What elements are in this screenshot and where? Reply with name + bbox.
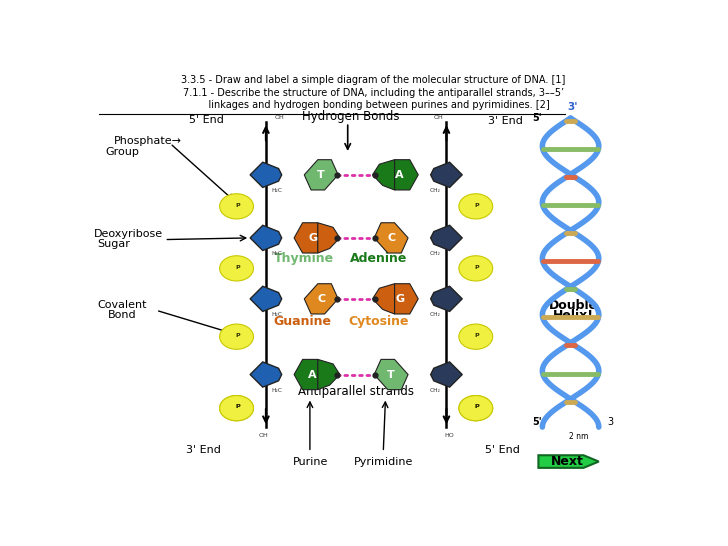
Polygon shape — [318, 359, 340, 390]
Text: P: P — [475, 405, 479, 410]
Polygon shape — [250, 286, 282, 311]
Text: 3' End: 3' End — [186, 445, 221, 455]
Polygon shape — [373, 284, 395, 314]
Text: 3.3.5 - Draw and label a simple diagram of the molecular structure of DNA. [1]: 3.3.5 - Draw and label a simple diagram … — [181, 75, 565, 85]
Text: CH₂: CH₂ — [430, 188, 441, 193]
Polygon shape — [294, 359, 318, 390]
Polygon shape — [374, 223, 408, 253]
Text: Deoxyribose: Deoxyribose — [94, 229, 163, 239]
Circle shape — [220, 395, 253, 421]
Polygon shape — [374, 359, 408, 390]
Polygon shape — [395, 284, 419, 314]
Text: Bond: Bond — [108, 310, 136, 320]
Text: P: P — [475, 265, 479, 270]
Text: P: P — [235, 265, 240, 270]
Text: Thymine: Thymine — [274, 252, 334, 265]
Text: Next: Next — [551, 455, 584, 468]
Text: C: C — [387, 233, 395, 243]
Text: CH₂: CH₂ — [430, 312, 441, 317]
Text: P: P — [235, 203, 240, 207]
Text: 3': 3' — [568, 102, 578, 112]
Polygon shape — [431, 286, 462, 311]
Text: P: P — [235, 405, 240, 410]
Text: Purine: Purine — [293, 456, 329, 466]
Polygon shape — [431, 362, 462, 387]
Text: 5' End: 5' End — [486, 445, 521, 455]
Text: Group: Group — [105, 147, 139, 157]
Polygon shape — [250, 362, 282, 387]
Polygon shape — [373, 159, 395, 190]
Text: Phosphate→: Phosphate→ — [114, 136, 181, 146]
Text: H₂C: H₂C — [272, 251, 282, 257]
Polygon shape — [304, 159, 338, 190]
Text: 5': 5' — [532, 113, 542, 123]
Text: T: T — [387, 370, 395, 379]
Text: 3: 3 — [607, 417, 613, 427]
Text: linkages and hydrogen bonding between purines and pyrimidines. [2]: linkages and hydrogen bonding between pu… — [197, 100, 550, 110]
Text: 3' End: 3' End — [488, 116, 523, 126]
Text: G: G — [308, 233, 317, 243]
Polygon shape — [431, 225, 462, 251]
Text: OH: OH — [274, 115, 284, 120]
Text: H₂C: H₂C — [272, 312, 282, 317]
Text: T: T — [317, 170, 325, 180]
Circle shape — [220, 324, 253, 349]
Polygon shape — [250, 162, 282, 187]
Polygon shape — [395, 159, 419, 190]
Text: A: A — [309, 370, 317, 379]
Text: Guanine: Guanine — [274, 314, 331, 328]
Polygon shape — [250, 225, 282, 251]
Text: 5' End: 5' End — [189, 115, 224, 125]
Text: CH₂: CH₂ — [430, 388, 441, 393]
Text: Cytosine: Cytosine — [349, 314, 409, 328]
Polygon shape — [304, 284, 338, 314]
Circle shape — [459, 256, 493, 281]
Text: CH₂: CH₂ — [430, 251, 441, 257]
Text: Double: Double — [549, 299, 598, 312]
Text: Adenine: Adenine — [350, 252, 408, 265]
Circle shape — [459, 194, 493, 219]
Text: Sugar: Sugar — [97, 239, 130, 249]
Text: P: P — [475, 333, 479, 338]
Polygon shape — [318, 223, 340, 253]
Text: HO: HO — [444, 434, 454, 438]
Circle shape — [459, 395, 493, 421]
Text: Hydrogen Bonds: Hydrogen Bonds — [302, 110, 399, 123]
Text: A: A — [395, 170, 404, 180]
Polygon shape — [539, 455, 598, 468]
Circle shape — [220, 256, 253, 281]
Polygon shape — [431, 162, 462, 187]
Text: Pyrimidine: Pyrimidine — [354, 456, 413, 466]
Text: 2 nm: 2 nm — [569, 432, 589, 441]
Text: C: C — [317, 294, 325, 304]
Text: 7.1.1 - Describe the structure of DNA, including the antiparallel strands, 3––5’: 7.1.1 - Describe the structure of DNA, i… — [183, 88, 563, 98]
Text: P: P — [475, 405, 479, 410]
Text: P: P — [235, 405, 240, 410]
Circle shape — [220, 194, 253, 219]
Text: Covalent: Covalent — [98, 300, 147, 310]
Text: P: P — [235, 333, 240, 338]
Circle shape — [459, 395, 493, 421]
Circle shape — [220, 395, 253, 421]
Text: 5': 5' — [532, 417, 542, 427]
Polygon shape — [294, 223, 318, 253]
Circle shape — [459, 324, 493, 349]
Text: OH: OH — [434, 115, 443, 120]
Text: OH: OH — [258, 434, 268, 438]
Text: Helix!: Helix! — [553, 309, 594, 322]
Text: G: G — [395, 294, 404, 304]
Text: Antiparallel strands: Antiparallel strands — [298, 385, 414, 398]
Text: H₂C: H₂C — [272, 388, 282, 393]
Text: P: P — [475, 203, 479, 207]
Text: H₂C: H₂C — [272, 188, 282, 193]
